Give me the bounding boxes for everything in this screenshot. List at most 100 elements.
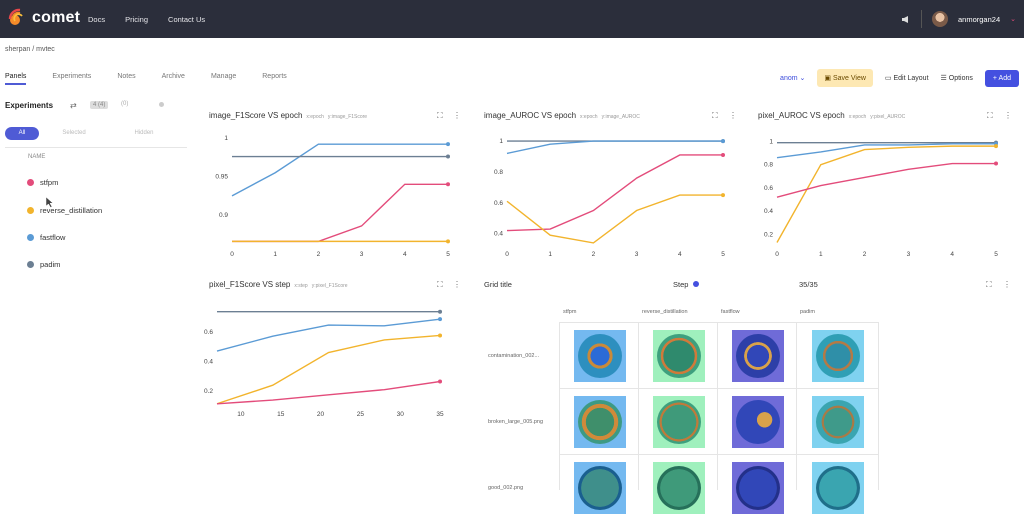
- breadcrumb[interactable]: sherpan / mvtec: [5, 46, 55, 53]
- grid-title: Grid title: [484, 280, 512, 289]
- nav-pricing[interactable]: Pricing: [125, 14, 149, 24]
- grid-image[interactable]: [812, 396, 864, 448]
- tab-notes[interactable]: Notes: [117, 73, 136, 80]
- grid-image[interactable]: [653, 462, 705, 514]
- series-line: [776, 145, 996, 243]
- experiment-row-stfpm[interactable]: stfpm: [27, 178, 58, 187]
- divider: [559, 322, 879, 323]
- more-menu-icon[interactable]: ⋮: [453, 111, 461, 120]
- filter-selected[interactable]: Selected: [62, 130, 86, 136]
- grid-image[interactable]: [574, 396, 626, 448]
- expand-icon[interactable]: ⛶: [437, 280, 443, 289]
- chart-pixel-f1score[interactable]: 10 15 20 25 30 35 0.6 0.4 0.2: [200, 298, 460, 430]
- swap-icon[interactable]: ⇄: [70, 101, 77, 110]
- step-slider[interactable]: Step: [673, 280, 700, 289]
- view-select-label: anom: [780, 75, 798, 82]
- x-tick-label: 5: [994, 251, 998, 258]
- chart-image-auroc[interactable]: 0 1 2 3 4 5 1 0.8 0.6 0.4: [475, 128, 735, 263]
- filter-segment: All Selected Hidden: [5, 127, 187, 140]
- panel-title-text: pixel_F1Score VS step: [209, 280, 291, 289]
- grid-image[interactable]: [574, 330, 626, 382]
- more-menu-icon[interactable]: ⋮: [729, 111, 737, 120]
- chart-image-f1score[interactable]: 0 1 2 3 4 5 1 0.95 0.9: [200, 128, 460, 263]
- mouse-cursor-icon: [46, 197, 54, 208]
- grid-image[interactable]: [653, 396, 705, 448]
- tab-experiments[interactable]: Experiments: [52, 73, 92, 80]
- divider: [796, 322, 797, 490]
- tab-manage[interactable]: Manage: [210, 73, 237, 80]
- y-tick-label: 0.2: [204, 388, 213, 395]
- name-column-header: NAME: [28, 154, 46, 160]
- series-line: [216, 318, 441, 352]
- y-tick-label: 0.6: [764, 185, 773, 192]
- expand-icon[interactable]: ⛶: [987, 111, 993, 120]
- user-name[interactable]: anmorgan24: [958, 14, 1001, 24]
- nav-contact-us[interactable]: Contact Us: [168, 14, 206, 24]
- series-line: [506, 194, 723, 244]
- avatar[interactable]: [932, 11, 948, 27]
- experiment-row-fastflow[interactable]: fastflow: [27, 233, 65, 242]
- hidden-count-badge[interactable]: (0): [121, 101, 129, 107]
- series-end-point: [721, 139, 725, 144]
- divider: [878, 322, 879, 490]
- tab-archive[interactable]: Archive: [161, 73, 185, 80]
- x-axis-tag: x:step: [294, 283, 308, 289]
- grid-row-label: contamination_002...: [488, 353, 540, 359]
- options-button[interactable]: ☰ Options: [941, 74, 973, 82]
- divider: [5, 147, 187, 148]
- series-line: [506, 140, 723, 155]
- grid-image[interactable]: [732, 462, 784, 514]
- series-line: [216, 334, 441, 405]
- x-tick-label: 1: [273, 251, 277, 258]
- grid-image[interactable]: [732, 330, 784, 382]
- more-menu-icon[interactable]: ⋮: [1004, 111, 1012, 120]
- series-line: [506, 154, 723, 232]
- announcement-icon[interactable]: [901, 15, 911, 24]
- tab-panels[interactable]: Panels: [5, 73, 27, 85]
- experiment-row-padim[interactable]: padim: [27, 260, 60, 269]
- comet-logo[interactable]: comet: [6, 7, 80, 29]
- tab-reports[interactable]: Reports: [262, 73, 287, 80]
- add-button[interactable]: + Add: [984, 69, 1019, 87]
- grid-image-content: [578, 334, 622, 378]
- x-tick-label: 1: [819, 251, 823, 258]
- expand-icon[interactable]: ⛶: [437, 111, 443, 120]
- visible-count-badge[interactable]: 4 (4): [90, 101, 109, 109]
- edit-layout-button[interactable]: ▭ Edit Layout: [885, 74, 929, 82]
- y-axis-tag: y:pixel_F1Score: [311, 283, 348, 289]
- grid-image[interactable]: [732, 396, 784, 448]
- save-view-button[interactable]: ▣ Save View: [817, 69, 873, 87]
- grid-image-content: [736, 334, 780, 378]
- grid-image[interactable]: [653, 330, 705, 382]
- x-tick-label: 5: [446, 251, 450, 258]
- step-handle[interactable]: [693, 281, 700, 287]
- view-select[interactable]: anom ⌄: [780, 74, 805, 82]
- x-tick-label: 20: [317, 411, 325, 418]
- filter-all[interactable]: All: [5, 127, 39, 140]
- x-tick-label: 2: [317, 251, 321, 258]
- series-end-point: [721, 193, 725, 198]
- more-menu-icon[interactable]: ⋮: [1003, 280, 1011, 289]
- nav-docs[interactable]: Docs: [88, 14, 106, 24]
- grid-image[interactable]: [812, 462, 864, 514]
- chart-pixel-auroc[interactable]: 0 1 2 3 4 5 1 0.8 0.6 0.4 0.2: [750, 128, 1018, 263]
- experiment-row-reverse-distillation[interactable]: reverse_distillation: [27, 206, 103, 215]
- x-tick-label: 0: [505, 251, 509, 258]
- chevron-down-icon: ⌄: [799, 75, 806, 82]
- x-axis-tag: x:epoch: [306, 114, 324, 120]
- grid-image-content: [657, 466, 701, 510]
- status-dot-icon: [159, 102, 164, 107]
- grid-image[interactable]: [574, 462, 626, 514]
- expand-icon[interactable]: ⛶: [986, 280, 992, 289]
- x-axis-tag: x:epoch: [580, 114, 598, 120]
- more-menu-icon[interactable]: ⋮: [453, 280, 461, 289]
- chevron-down-icon[interactable]: ⌄: [1010, 16, 1016, 23]
- y-tick-label: 0.4: [764, 208, 773, 215]
- expand-icon[interactable]: ⛶: [712, 111, 718, 120]
- experiment-name: reverse_distillation: [40, 206, 103, 215]
- series-end-point: [446, 182, 450, 187]
- x-tick-label: 25: [357, 411, 365, 418]
- filter-hidden[interactable]: Hidden: [134, 130, 154, 136]
- grid-image[interactable]: [812, 330, 864, 382]
- comet-logo-icon: [8, 8, 23, 25]
